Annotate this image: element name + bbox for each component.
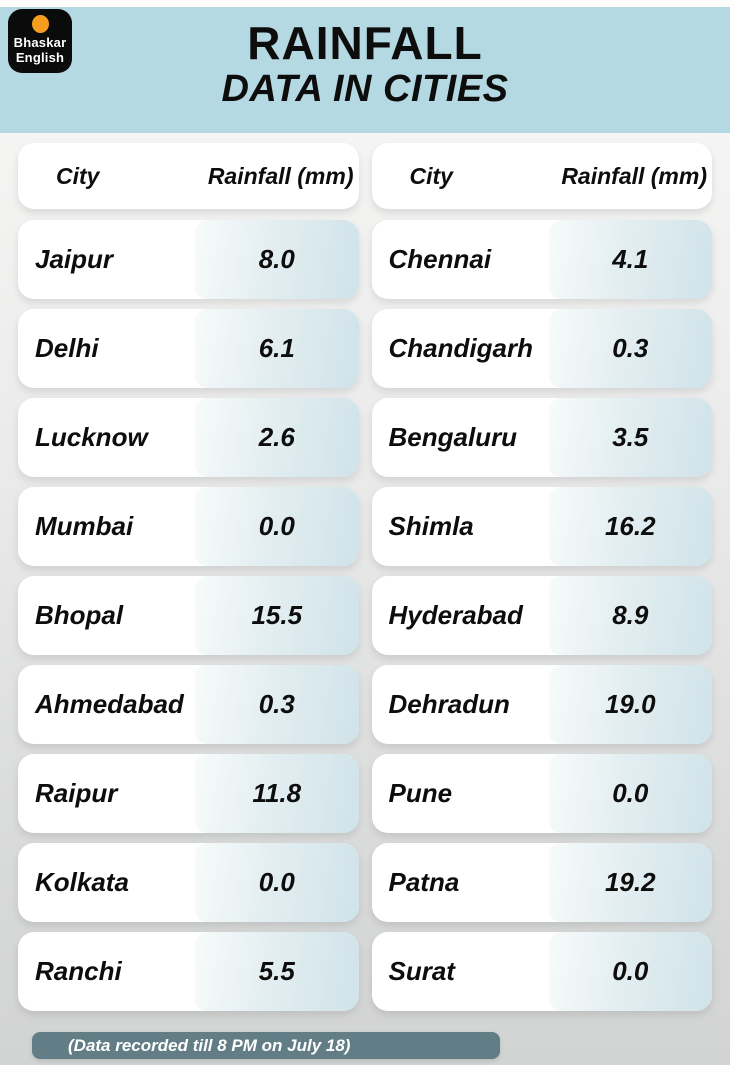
brand-dot-icon bbox=[31, 15, 49, 33]
rainfall-value: 19.2 bbox=[548, 843, 712, 922]
table-row: Kolkata 0.0 bbox=[18, 843, 359, 922]
table-header-right: City Rainfall (mm) bbox=[371, 143, 712, 209]
table-row: Surat 0.0 bbox=[371, 932, 712, 1011]
table-row: Ranchi 5.5 bbox=[18, 932, 359, 1011]
city-name: Hyderabad bbox=[388, 600, 523, 630]
rainfall-value: 8.0 bbox=[195, 220, 359, 299]
table-row: Jaipur 8.0 bbox=[18, 220, 359, 299]
rainfall-value: 4.1 bbox=[548, 220, 712, 299]
column-header-city: City bbox=[56, 162, 100, 189]
table-row: Mumbai 0.0 bbox=[18, 487, 359, 566]
city-name: Lucknow bbox=[35, 422, 148, 452]
table-column-right: City Rainfall (mm) Chennai 4.1 Chandigar… bbox=[371, 143, 712, 1021]
city-name: Surat bbox=[388, 956, 455, 986]
city-name: Pune bbox=[388, 778, 453, 808]
rainfall-value: 0.0 bbox=[548, 754, 712, 833]
brand-logo: Bhaskar English bbox=[8, 9, 72, 73]
rainfall-value: 0.0 bbox=[548, 932, 712, 1011]
table-row: Delhi 6.1 bbox=[18, 309, 359, 388]
city-name: Bhopal bbox=[35, 600, 124, 630]
brand-name-line2: English bbox=[15, 50, 65, 65]
table-row: Chandigarh 0.3 bbox=[371, 309, 712, 388]
table-row: Chennai 4.1 bbox=[371, 220, 712, 299]
rainfall-value: 11.8 bbox=[195, 754, 359, 833]
table-row: Ahmedabad 0.3 bbox=[18, 665, 359, 744]
rainfall-value: 3.5 bbox=[548, 398, 712, 477]
rainfall-value: 0.0 bbox=[195, 487, 359, 566]
data-note-text: (Data recorded till 8 PM on July 18) bbox=[68, 1035, 351, 1055]
table-row: Shimla 16.2 bbox=[371, 487, 712, 566]
column-header-rainfall: Rainfall (mm) bbox=[207, 162, 354, 189]
city-name: Mumbai bbox=[35, 511, 134, 541]
city-name: Raipur bbox=[35, 778, 118, 808]
rainfall-value: 16.2 bbox=[548, 487, 712, 566]
table-row: Raipur 11.8 bbox=[18, 754, 359, 833]
table-row: Patna 19.2 bbox=[371, 843, 712, 922]
city-name: Ranchi bbox=[35, 956, 122, 986]
rainfall-value: 8.9 bbox=[548, 576, 712, 655]
rainfall-value: 15.5 bbox=[195, 576, 359, 655]
rainfall-value: 19.0 bbox=[548, 665, 712, 744]
city-name: Kolkata bbox=[35, 867, 129, 897]
column-header-city: City bbox=[409, 162, 453, 189]
page-subtitle: DATA IN CITIES bbox=[221, 68, 509, 110]
city-name: Patna bbox=[388, 867, 460, 897]
rainfall-value: 6.1 bbox=[195, 309, 359, 388]
city-name: Jaipur bbox=[35, 244, 114, 274]
table-row: Bhopal 15.5 bbox=[18, 576, 359, 655]
city-name: Delhi bbox=[35, 333, 99, 363]
rainfall-value: 0.3 bbox=[195, 665, 359, 744]
city-name: Chandigarh bbox=[388, 333, 533, 363]
table-row: Dehradun 19.0 bbox=[371, 665, 712, 744]
city-name: Shimla bbox=[388, 511, 474, 541]
rainfall-value: 0.3 bbox=[548, 309, 712, 388]
table-header-left: City Rainfall (mm) bbox=[18, 143, 359, 209]
table-row: Bengaluru 3.5 bbox=[371, 398, 712, 477]
table-area: City Rainfall (mm) Jaipur 8.0 Delhi 6.1 … bbox=[0, 133, 730, 1059]
table-column-left: City Rainfall (mm) Jaipur 8.0 Delhi 6.1 … bbox=[18, 143, 359, 1021]
city-name: Bengaluru bbox=[388, 422, 518, 452]
table-row: Hyderabad 8.9 bbox=[371, 576, 712, 655]
table-row: Pune 0.0 bbox=[371, 754, 712, 833]
rainfall-value: 2.6 bbox=[195, 398, 359, 477]
brand-name-line1: Bhaskar bbox=[13, 35, 67, 50]
rainfall-value: 0.0 bbox=[195, 843, 359, 922]
table-row: Lucknow 2.6 bbox=[18, 398, 359, 477]
column-header-rainfall: Rainfall (mm) bbox=[561, 162, 707, 189]
city-name: Chennai bbox=[388, 244, 492, 274]
header-banner: Bhaskar English RAINFALL DATA IN CITIES bbox=[0, 7, 730, 133]
data-note-badge: (Data recorded till 8 PM on July 18) bbox=[32, 1032, 500, 1059]
city-name: Dehradun bbox=[388, 689, 510, 719]
city-name: Ahmedabad bbox=[35, 689, 184, 719]
page-title: RAINFALL bbox=[247, 17, 483, 69]
rainfall-value: 5.5 bbox=[195, 932, 359, 1011]
